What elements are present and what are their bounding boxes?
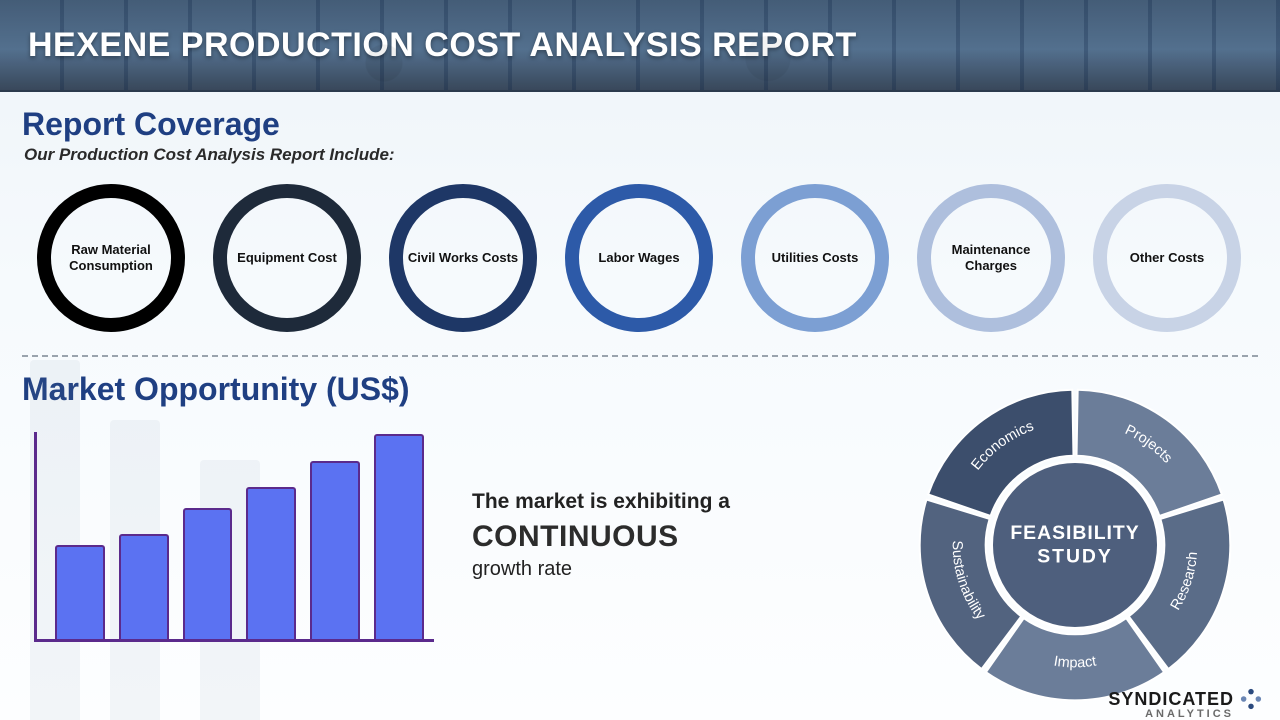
page-title: HEXENE PRODUCTION COST ANALYSIS REPORT <box>28 26 857 65</box>
market-text-line1: The market is exhibiting a <box>472 490 822 514</box>
coverage-ring-label: Utilities Costs <box>760 250 871 266</box>
market-section: The market is exhibiting a CONTINUOUS gr… <box>0 410 1280 642</box>
coverage-ring: Civil Works Costs <box>388 183 538 333</box>
coverage-ring: Equipment Cost <box>212 183 362 333</box>
logo-word-2: ANALYTICS <box>1145 708 1234 720</box>
coverage-ring-label: Civil Works Costs <box>396 250 530 266</box>
brand-logo: SYNDICATED ANALYTICS <box>1108 688 1262 710</box>
header-banner: HEXENE PRODUCTION COST ANALYSIS REPORT <box>0 0 1280 92</box>
chart-bar <box>310 461 360 640</box>
chart-bar <box>246 487 296 639</box>
chart-bar <box>119 534 169 639</box>
chart-bar <box>374 434 424 639</box>
coverage-ring-label: Other Costs <box>1118 250 1216 266</box>
coverage-ring-label: Maintenance Charges <box>916 242 1066 275</box>
coverage-ring: Raw Material Consumption <box>36 183 186 333</box>
wheel-center-label: STUDY <box>1037 545 1112 567</box>
market-text: The market is exhibiting a CONTINUOUS gr… <box>442 410 822 581</box>
chart-bar <box>55 545 105 640</box>
market-text-line3: growth rate <box>472 558 822 581</box>
coverage-ring-label: Equipment Cost <box>225 250 349 266</box>
wheel-center-label: FEASIBILITY <box>1010 522 1139 544</box>
coverage-ring: Utilities Costs <box>740 183 890 333</box>
logo-word-1: SYNDICATED <box>1108 689 1234 710</box>
coverage-subtitle: Our Production Cost Analysis Report Incl… <box>0 145 1280 175</box>
market-chart-wrap <box>22 410 442 642</box>
coverage-ring-label: Labor Wages <box>586 250 691 266</box>
coverage-ring: Other Costs <box>1092 183 1242 333</box>
wheel-segment-label: Impact <box>1053 654 1098 672</box>
coverage-ring-label: Raw Material Consumption <box>36 242 186 275</box>
market-text-emphasis: CONTINUOUS <box>472 514 822 558</box>
coverage-ring-row: Raw Material Consumption Equipment Cost … <box>0 175 1280 333</box>
chart-bar <box>183 508 233 639</box>
coverage-heading: Report Coverage <box>0 92 1280 145</box>
coverage-ring: Maintenance Charges <box>916 183 1066 333</box>
coverage-ring: Labor Wages <box>564 183 714 333</box>
logo-icon <box>1240 688 1262 710</box>
feasibility-wheel: Economics Projects Research Impact Susta… <box>910 380 1240 710</box>
growth-bar-chart <box>34 432 434 642</box>
